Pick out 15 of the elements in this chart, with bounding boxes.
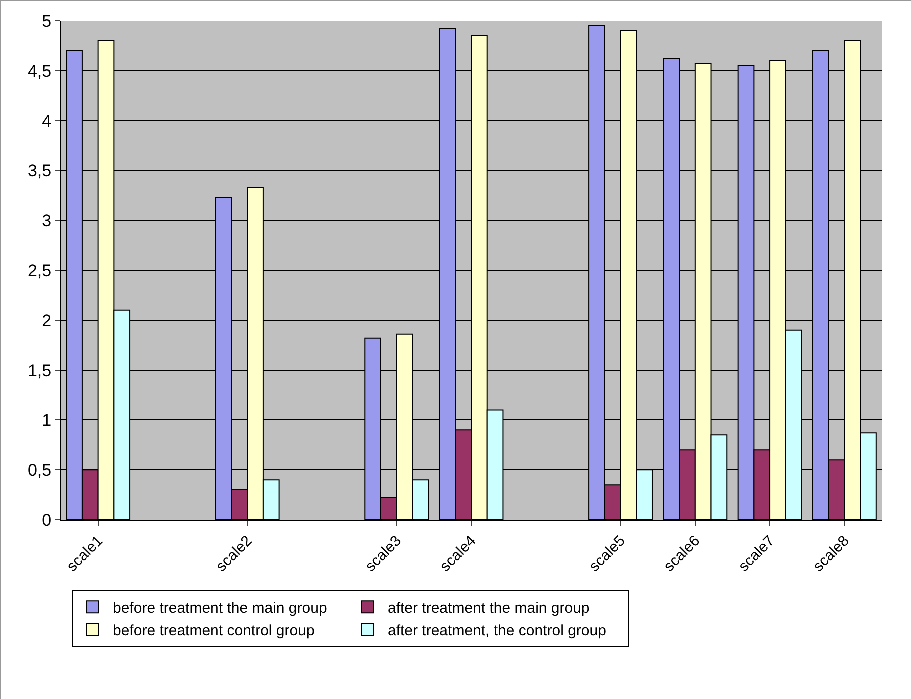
legend-label: before treatment control group — [113, 622, 315, 640]
y-tick-label: 4,5 — [28, 62, 52, 81]
y-tick-label: 3,5 — [28, 162, 52, 181]
legend-label: after treatment the main group — [388, 600, 590, 617]
y-tick-label: 1,5 — [28, 361, 52, 380]
y-tick-label: 4 — [42, 112, 52, 131]
legend-label: before treatment the main group — [113, 600, 328, 617]
y-tick-label: 5 — [42, 12, 52, 31]
legend-label: after treatment, the control group — [388, 622, 606, 640]
y-tick-label: 1 — [42, 411, 52, 430]
y-tick-label: 0 — [42, 510, 52, 530]
y-tick-label: 0,5 — [28, 461, 52, 480]
y-tick-label: 3 — [42, 212, 52, 231]
y-tick-label: 2,5 — [28, 261, 52, 280]
y-tick-label: 2 — [42, 311, 52, 330]
